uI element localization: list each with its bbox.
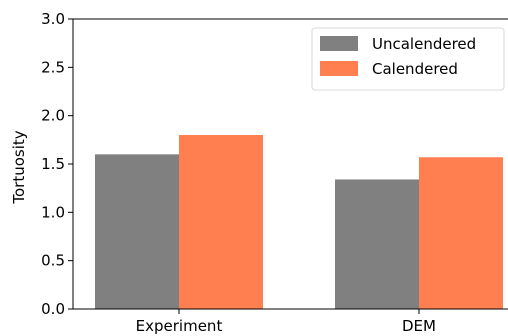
y-axis-label: Tortuosity <box>10 130 28 204</box>
legend: Uncalendered Calendered <box>311 27 505 91</box>
y-tick-label: 2.0 <box>41 107 65 125</box>
y-tick-label: 2.5 <box>41 58 65 76</box>
x-tick-label: DEM <box>402 317 436 335</box>
bar-calendered-dem <box>419 157 503 309</box>
y-tick-label: 0.0 <box>41 300 65 318</box>
legend-label-uncalendered: Uncalendered <box>372 35 476 53</box>
bar-calendered-experiment <box>179 135 263 309</box>
bar-uncalendered-dem <box>335 179 419 309</box>
bars-group <box>95 135 503 309</box>
axes-group: Experiment DEM 0.0 0.5 1.0 1.5 2.0 2.5 3.0 <box>41 10 508 335</box>
x-tick-label: Experiment <box>136 317 223 335</box>
y-tick-label: 3.0 <box>41 10 65 28</box>
legend-label-calendered: Calendered <box>372 60 458 78</box>
y-tick-label: 1.5 <box>41 155 65 173</box>
legend-swatch-calendered <box>320 61 358 76</box>
legend-swatch-uncalendered <box>320 36 358 51</box>
bar-uncalendered-experiment <box>95 154 179 309</box>
y-tick-label: 1.0 <box>41 203 65 221</box>
y-tick-label: 0.5 <box>41 252 65 270</box>
legend-box <box>311 27 505 91</box>
